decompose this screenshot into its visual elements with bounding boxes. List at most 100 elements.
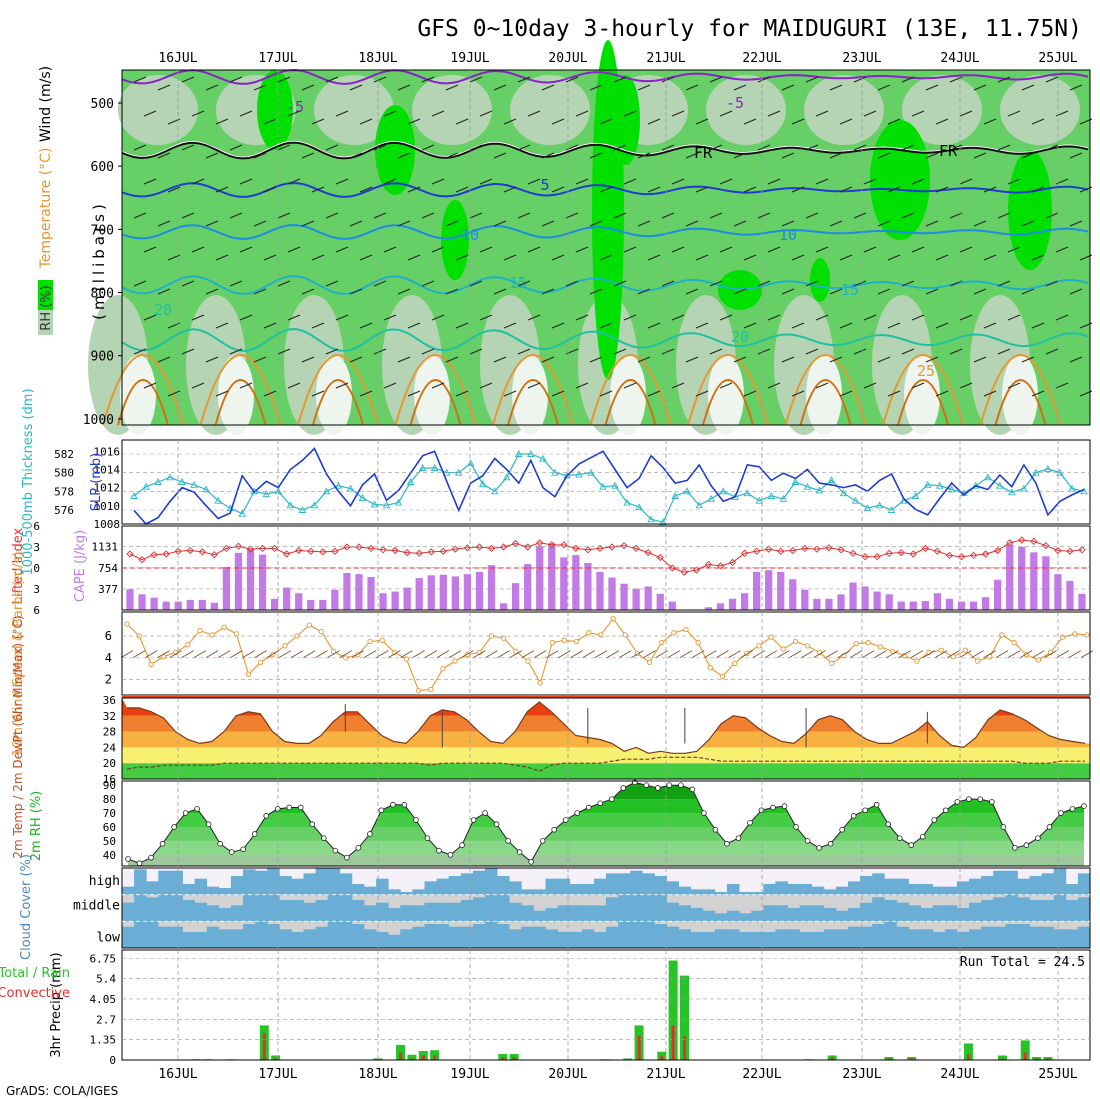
temp2m-ylabel: 2m Temp / 2m DewPt (6hr Min/Max) (°C) [11,615,25,858]
thickness-point [779,494,788,502]
wind10-barb [218,650,231,658]
wind-barb [589,84,603,91]
cloud-low-bar [436,924,450,948]
li-point [475,543,484,551]
cloud-low-bar [581,929,595,948]
wind-barb [359,186,373,193]
date-label-top: 19JUL [450,51,489,66]
rh2m-point [136,860,143,867]
cloud-low-bar [969,929,982,948]
wind10-barb [290,650,304,658]
rh2m-point [516,849,523,855]
wind-barb [551,390,565,397]
thickness-point [863,504,872,512]
cloud-middle-bar [303,902,316,922]
rh2m-point [585,804,592,811]
wind10-point [780,646,786,652]
wind-barb [383,314,397,321]
precip-convective-bar [512,1056,516,1060]
wind-barb [973,356,987,363]
cloud-middle-bar [908,905,921,922]
thickness-point [154,478,162,485]
wind-barb [791,186,805,193]
thickness-point [1068,484,1076,492]
contour-label: 20 [154,301,172,319]
wind10-point [367,638,373,645]
slp-tick-label: 1008 [94,518,121,531]
rh2m-point [528,859,534,865]
cloud-middle-bar [618,894,631,922]
wind-barb [325,76,339,83]
cloud-high-bar [932,886,946,895]
slp-tick-label: 1012 [94,482,121,495]
wind10-barb [485,650,498,658]
wind-barb [887,186,901,193]
cloud-middle-bar [606,897,619,922]
wind10-barb [424,650,437,658]
cape-bar [572,555,580,610]
wind-barb [181,76,195,83]
cape-bar [475,571,484,610]
li-point [680,568,688,576]
wind-barb [205,356,219,363]
rh2m-point [194,806,200,812]
wind-barb [397,220,411,227]
li-point [511,539,520,548]
date-label-top: 24JUL [940,51,979,66]
cloud-middle-bar [787,908,800,922]
wind10-point [185,642,191,648]
wind-barb [349,356,363,363]
cloud-high-bar [593,878,607,895]
rh2m-point [493,821,500,827]
contour-30 [897,379,949,426]
cape-bar [981,597,990,610]
cloud-high-bar [545,878,558,895]
cloud-low-bar [509,929,522,948]
cloud-high-bar [618,873,631,895]
wind10-barb [813,650,826,658]
wind10-point [865,639,871,646]
cloud-high-bar [787,884,800,895]
wind-barb [565,280,579,287]
precip-convective-bar [671,1025,675,1060]
wind-barb [277,280,291,287]
thickness-point [202,485,210,493]
wind-barb [253,220,267,227]
wind-barb [973,84,987,91]
rh-bands [128,782,1084,866]
rh2m-point [148,854,154,861]
cloud-high-bar [666,881,679,895]
cloud-high-bar [920,884,934,895]
wind-barb [383,178,397,185]
wind-barb [599,186,613,193]
cloud-low-bar [702,932,716,948]
upper-air-legend-rh: RH (%) [39,285,54,330]
thickness-point [827,476,836,484]
wind10-barb [448,650,462,658]
cloud-high-bar [448,876,462,895]
pressure-tick-label: 600 [91,160,114,175]
cape-bar [403,587,411,610]
wind-barb [997,280,1011,287]
cloud-high-bar [884,878,897,895]
cape-bar [1030,552,1038,610]
cloud-high-bar [969,878,982,895]
wind-barb [325,212,339,219]
wind-barb [503,254,517,261]
wind10-barb [254,650,267,658]
wind-barb [791,322,805,329]
li-point [933,547,942,555]
cape-bar [210,602,218,610]
precip-convective-bar [966,1053,970,1060]
cloud-middle-bar [751,910,764,922]
wind10-barb [558,650,571,658]
cape-bar [728,598,737,610]
wind-barb [565,76,579,83]
thickness-point [996,481,1004,489]
thickness-point [647,515,655,523]
wind-barb [589,220,603,227]
thickness-point [406,478,415,485]
cloud-high-bar [533,889,546,895]
cloud-middle-bar [642,894,655,922]
wind-barb [1045,280,1059,287]
